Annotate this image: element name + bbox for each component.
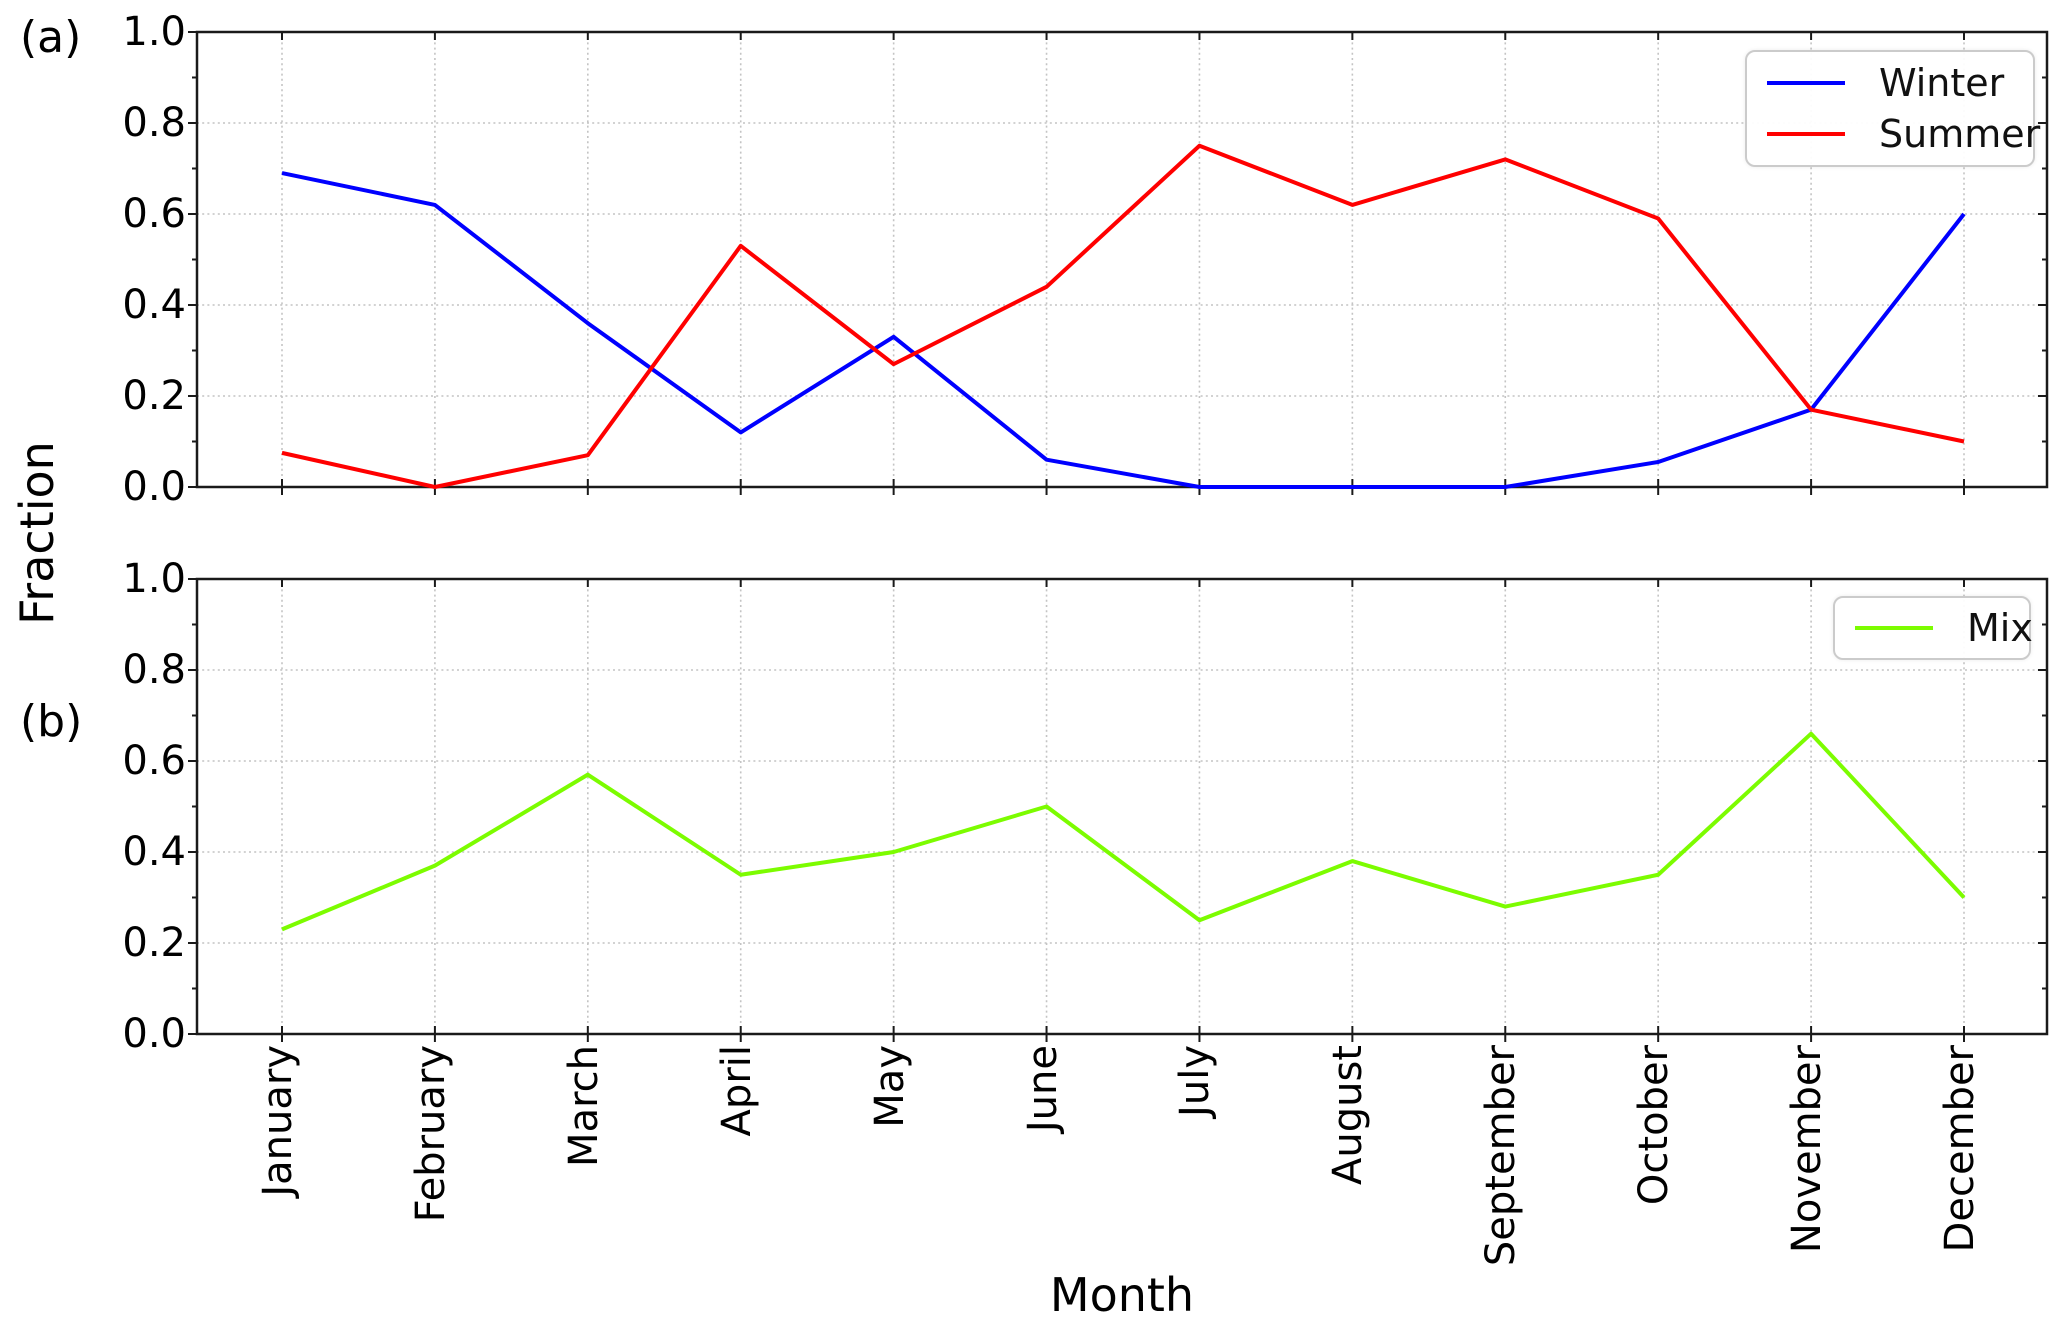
- x-tick-label-july: July: [1172, 1045, 1219, 1117]
- legend-label-winter: Winter: [1879, 61, 2005, 106]
- x-tick-label-june: June: [1019, 1045, 1066, 1133]
- legend-label-mix: Mix: [1967, 606, 2033, 650]
- y-axis-label: Fraction: [10, 441, 64, 625]
- y-tick-label-b-1.0: 1.0: [122, 556, 186, 602]
- y-tick-label-b-0.8: 0.8: [122, 647, 186, 693]
- x-tick-label-february: February: [407, 1045, 454, 1223]
- series-line-mix: [281, 731, 1966, 932]
- y-tick-label-a-0.4: 0.4: [122, 282, 186, 328]
- y-tick-label-a-0.2: 0.2: [122, 373, 186, 419]
- series-line-summer: [281, 143, 1965, 489]
- y-tick-label-a-1.0: 1.0: [122, 9, 186, 55]
- mix-line-swatch: [1855, 626, 1933, 630]
- legend-panel-a: Winter Summer: [1745, 50, 2040, 167]
- legend-item-mix: Mix: [1835, 601, 2033, 655]
- x-tick-label-january: January: [255, 1045, 301, 1197]
- legend-panel-b: Mix: [1833, 596, 2033, 660]
- winter-line-swatch: [1767, 81, 1845, 86]
- panel-a-svg: [188, 30, 2049, 495]
- legend-item-summer: Summer: [1747, 109, 2040, 160]
- panel-b-svg: [188, 577, 2049, 1042]
- x-tick-label-october: October: [1631, 1045, 1678, 1206]
- x-axis-label: Month: [1049, 1268, 1195, 1322]
- panel-b-tag: (b): [20, 696, 83, 747]
- panel-a-tag: (a): [20, 12, 82, 63]
- y-tick-label-b-0.6: 0.6: [122, 738, 186, 784]
- x-tick-label-may: May: [866, 1045, 913, 1128]
- legend-item-winter: Winter: [1747, 58, 2033, 109]
- x-tick-label-august: August: [1325, 1045, 1372, 1185]
- x-tick-label-september: September: [1478, 1045, 1525, 1267]
- axes-frame: [195, 30, 2049, 489]
- y-tick-label-b-0.2: 0.2: [122, 920, 186, 966]
- y-tick-label-a-0.8: 0.8: [122, 100, 186, 146]
- x-tick-label-december: December: [1936, 1045, 1983, 1253]
- x-tick-label-november: November: [1784, 1045, 1831, 1254]
- axes-frame: [195, 577, 2049, 1036]
- x-tick-label-march: March: [560, 1045, 607, 1167]
- y-tick-label-a-0.6: 0.6: [122, 191, 186, 237]
- legend-label-summer: Summer: [1879, 111, 2041, 156]
- x-tick-label-april: April: [713, 1045, 760, 1137]
- summer-line-swatch: [1767, 131, 1845, 136]
- y-tick-label-b-0.0: 0.0: [122, 1011, 186, 1057]
- series-line-winter: [281, 171, 1966, 489]
- y-tick-label-a-0.0: 0.0: [122, 464, 186, 510]
- y-tick-label-b-0.4: 0.4: [122, 829, 186, 875]
